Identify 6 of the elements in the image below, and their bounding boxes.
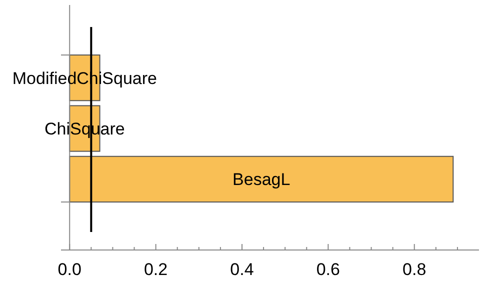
y-tick-label: BesagL xyxy=(232,170,290,190)
x-tick-label: 0.4 xyxy=(230,260,254,279)
x-tick-label: 0.2 xyxy=(144,260,168,279)
x-tick-label: 0.8 xyxy=(402,260,426,279)
x-tick-label: 0.6 xyxy=(316,260,340,279)
x-tick-label: 0.0 xyxy=(58,260,82,279)
